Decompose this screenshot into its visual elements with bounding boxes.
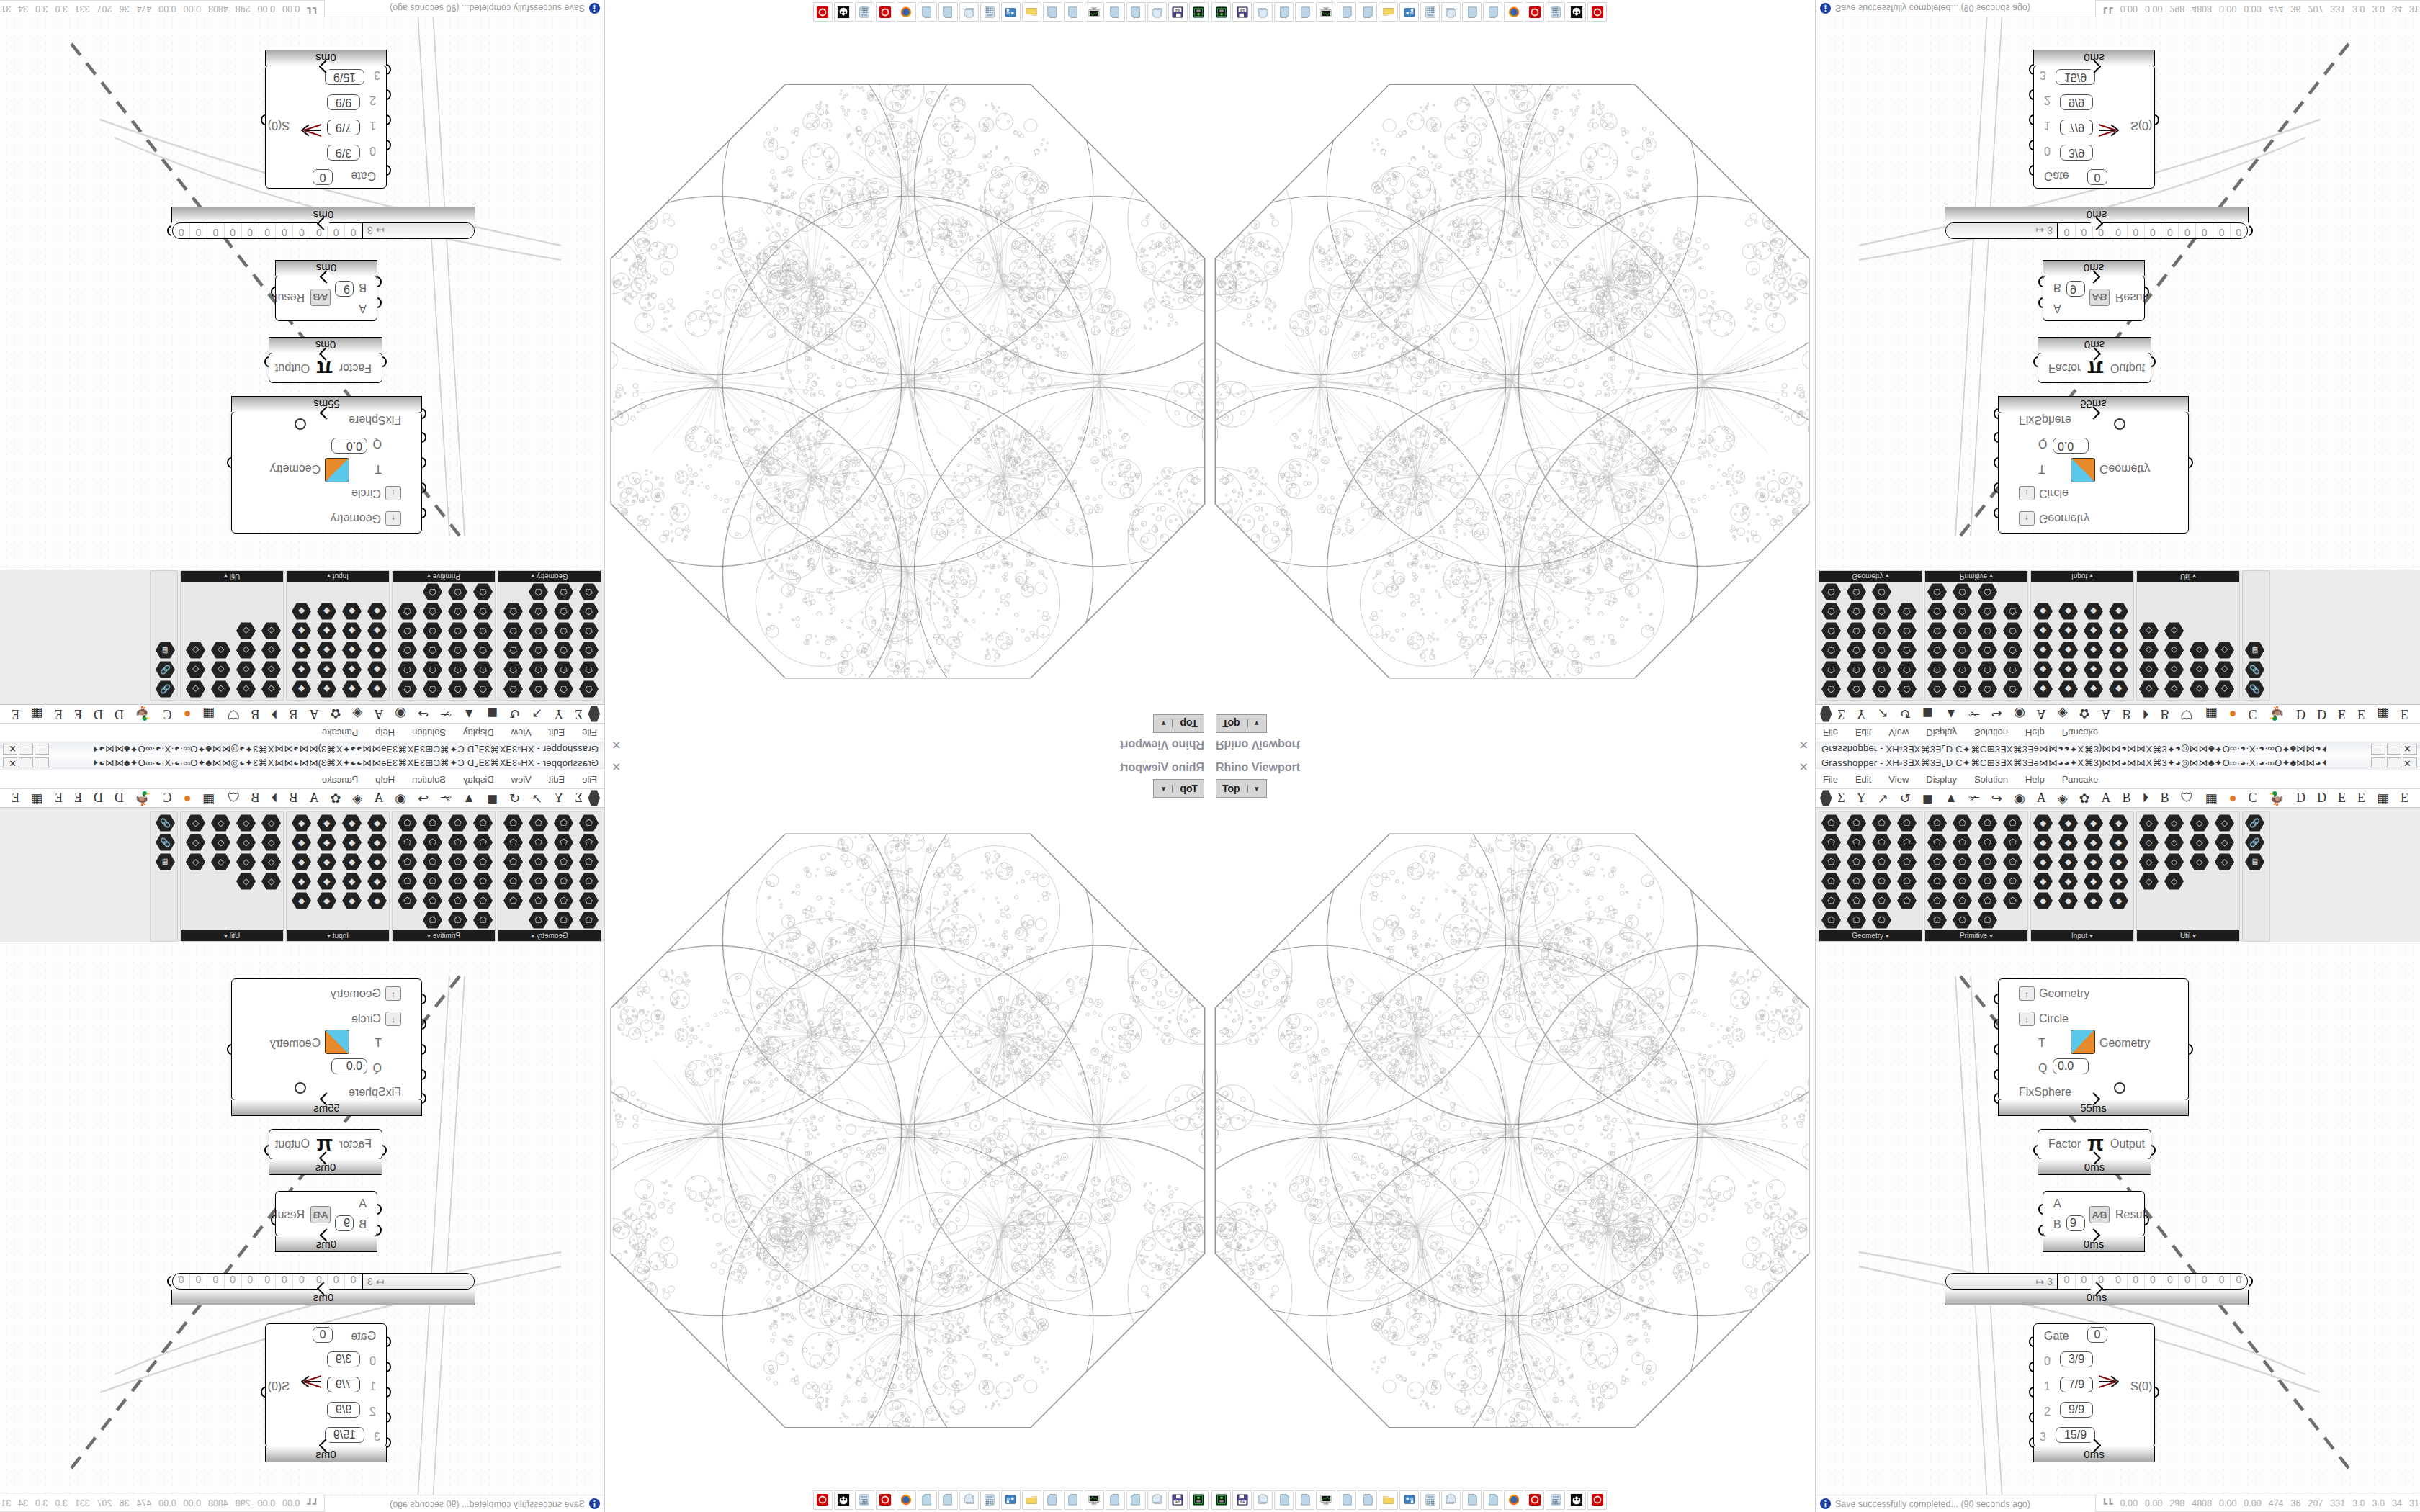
svg-text:64: 64 [1176, 1500, 1180, 1504]
svg-text:64: 64 [1176, 8, 1180, 12]
svg-text:64: 64 [1240, 8, 1245, 12]
svg-text:64: 64 [1240, 1500, 1245, 1504]
